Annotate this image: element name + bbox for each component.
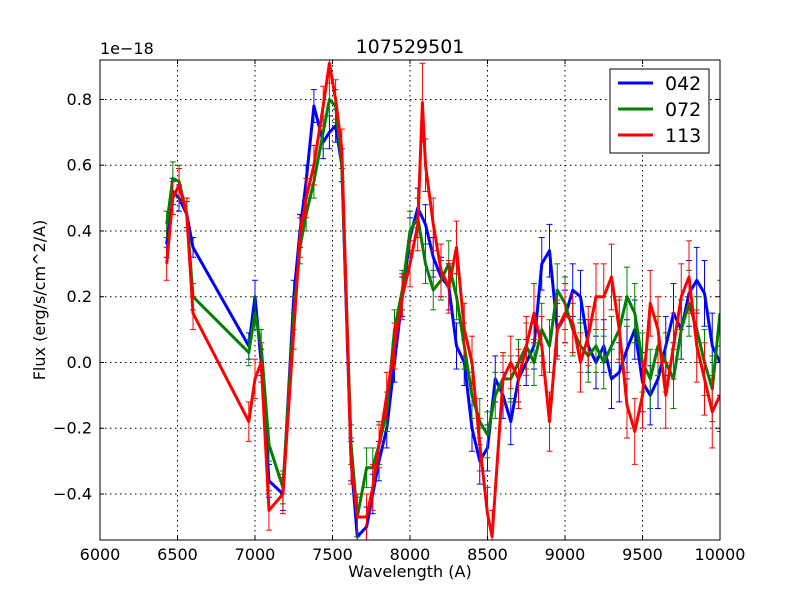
x-tick-label: 10000	[695, 545, 746, 564]
y-tick-label: 0.8	[67, 90, 92, 109]
y-tick-label: 0.0	[67, 353, 92, 372]
x-tick-label: 9500	[622, 545, 663, 564]
axis-ticks: 6000 6500 7000 7500 8000 8500 9000 9500 10000 −0.…	[53, 60, 745, 564]
x-tick-label: 6000	[80, 545, 121, 564]
x-tick-label: 6500	[157, 545, 198, 564]
x-tick-label: 8500	[467, 545, 508, 564]
y-tick-label: −0.4	[53, 484, 92, 503]
legend-label-113: 113	[665, 125, 701, 147]
legend-label-072: 072	[665, 99, 701, 121]
x-tick-label: 7500	[312, 545, 353, 564]
plot-series	[163, 60, 720, 540]
x-tick-label: 7000	[235, 545, 276, 564]
series-113	[163, 60, 720, 540]
series-line-113	[165, 61, 720, 539]
legend: 042 072 113	[609, 68, 710, 154]
x-tick-label: 9000	[545, 545, 586, 564]
y-tick-label: 0.2	[67, 287, 92, 306]
y-tick-label: 0.6	[67, 156, 92, 175]
x-axis-label: Wavelength (A)	[348, 562, 471, 581]
y-axis-offset-text: 1e−18	[100, 39, 154, 58]
chart-title: 107529501	[356, 36, 465, 58]
y-axis-label: Flux (erg/s/cm^2/A)	[30, 220, 49, 381]
x-tick-label: 8000	[390, 545, 431, 564]
legend-label-042: 042	[665, 73, 701, 95]
y-tick-label: 0.4	[67, 221, 92, 240]
y-tick-label: −0.2	[53, 419, 92, 438]
